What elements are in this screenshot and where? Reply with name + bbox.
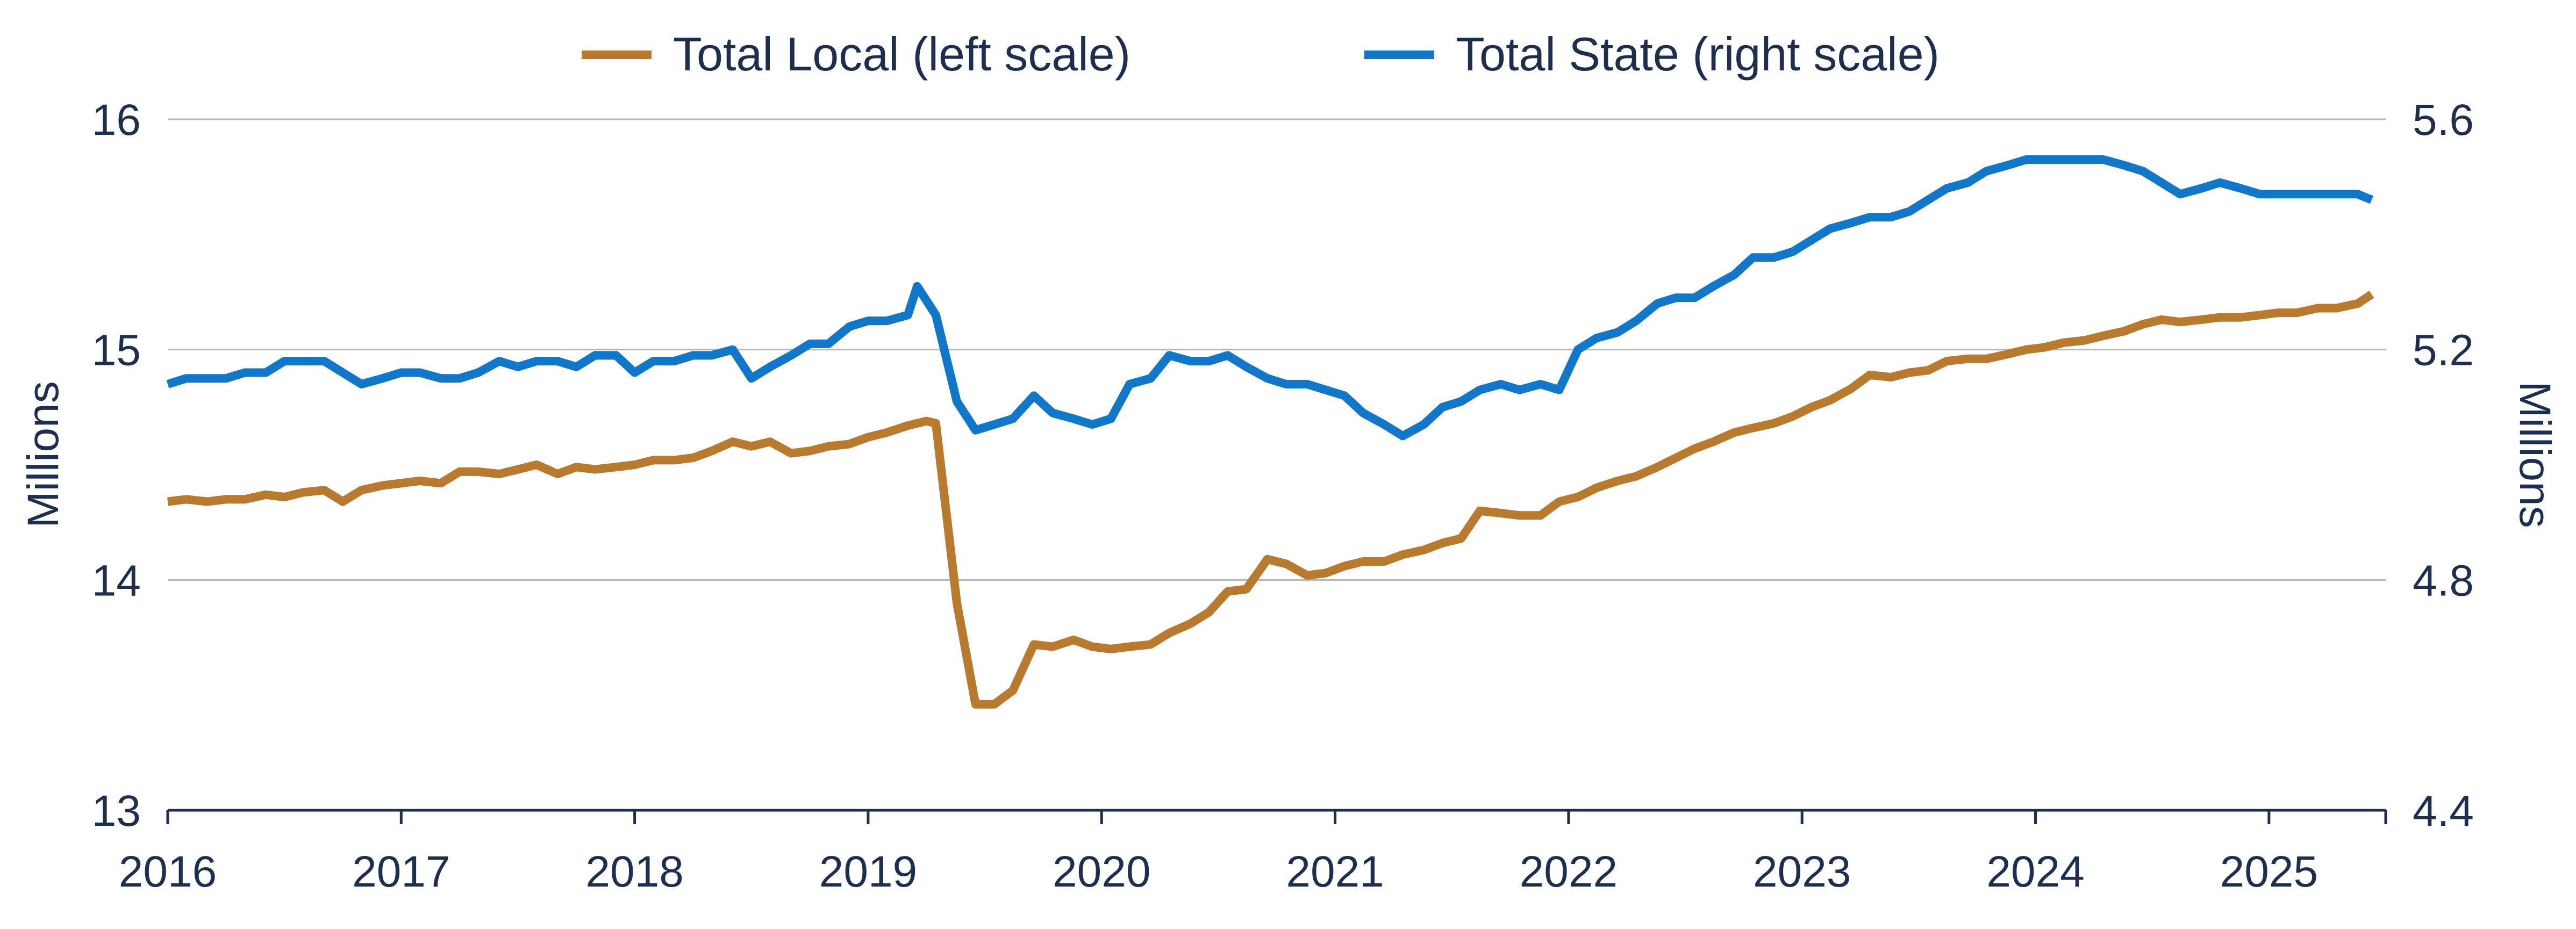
x-tick-label: 2020 — [1053, 847, 1150, 896]
left-axis-ticks: 13 14 15 16 — [92, 96, 141, 836]
series-line-total-state — [166, 155, 2373, 441]
legend-label-state: Total State (right scale) — [1456, 27, 1940, 81]
x-tick-label: 2025 — [2220, 847, 2318, 896]
right-tick-label: 4.4 — [2413, 787, 2474, 836]
right-axis-ticks: 4.4 4.8 5.2 5.6 — [2413, 96, 2474, 836]
x-axis: 2016 2017 2018 2019 2020 2021 2022 2023 2024 2025 — [119, 809, 2387, 896]
legend: Total Local (left scale) Total State (ri… — [582, 27, 1940, 81]
x-tick-label: 2018 — [585, 847, 683, 896]
right-tick-label: 5.2 — [2413, 326, 2474, 375]
right-tick-label: 5.6 — [2413, 96, 2474, 145]
x-tick-label: 2017 — [352, 847, 450, 896]
left-tick-label: 14 — [92, 556, 141, 605]
x-tick-label: 2024 — [1986, 847, 2084, 896]
series-lines — [166, 155, 2374, 709]
x-tick-label: 2019 — [819, 847, 917, 896]
legend-label-local: Total Local (left scale) — [673, 27, 1130, 81]
x-tick-label: 2016 — [119, 847, 217, 896]
series-line-total-local — [167, 291, 2374, 709]
x-tick-label: 2023 — [1753, 847, 1851, 896]
right-tick-label: 4.8 — [2413, 556, 2474, 605]
left-axis-title: Millions — [19, 381, 68, 528]
x-tick-label: 2021 — [1286, 847, 1384, 896]
right-axis-title: Millions — [2510, 381, 2559, 528]
left-tick-label: 13 — [92, 787, 141, 836]
x-tick-label: 2022 — [1520, 847, 1618, 896]
left-tick-label: 15 — [92, 326, 141, 375]
left-tick-label: 16 — [92, 96, 141, 145]
